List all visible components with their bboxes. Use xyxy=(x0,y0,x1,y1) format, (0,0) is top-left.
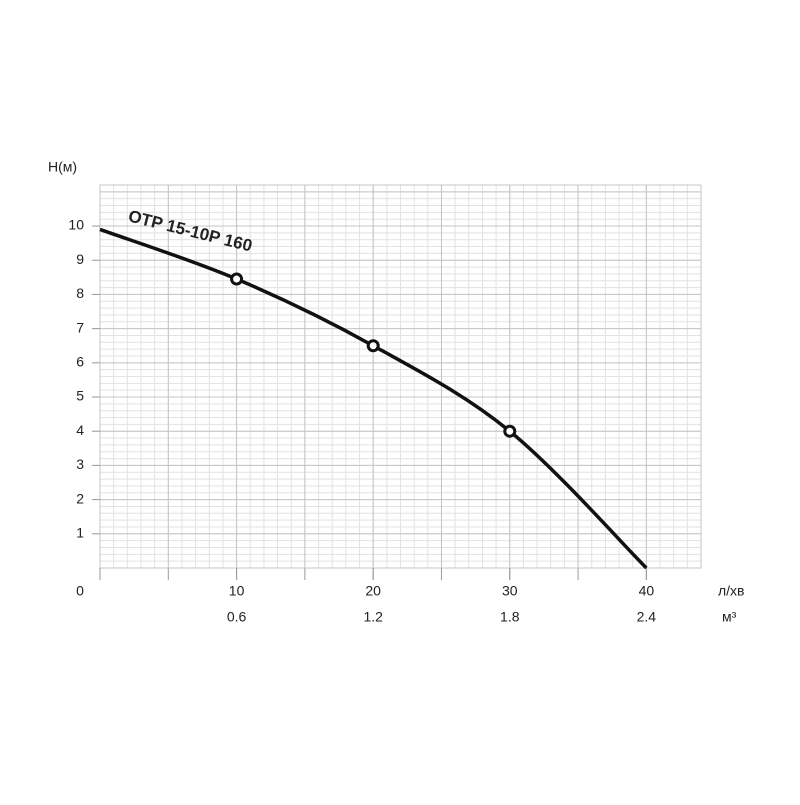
y-tick-label: 3 xyxy=(76,456,84,472)
y-tick-label: 1 xyxy=(76,525,84,541)
point xyxy=(503,424,517,438)
point xyxy=(366,339,380,353)
x2-tick-label: 0.6 xyxy=(227,609,247,625)
x2-axis-label: м³ xyxy=(722,609,737,625)
x-tick-label: 10 xyxy=(229,583,245,599)
y-tick-label: 7 xyxy=(76,319,84,335)
x2-tick-label: 2.4 xyxy=(637,609,657,625)
x-tick-label: 40 xyxy=(639,583,655,599)
x2-tick-label: 1.2 xyxy=(363,609,383,625)
y-tick-label: 10 xyxy=(68,217,84,233)
y-axis-label: H(м) xyxy=(48,159,77,175)
y-tick-label: 4 xyxy=(76,422,84,438)
y-tick-label: 9 xyxy=(76,251,84,267)
x-tick-label: 20 xyxy=(365,583,381,599)
x2-tick-label: 1.8 xyxy=(500,609,520,625)
plot-frame xyxy=(99,184,702,569)
y-tick-label: 6 xyxy=(76,354,84,370)
point xyxy=(230,272,244,286)
x-tick-label: 0 xyxy=(76,583,84,599)
y-tick-label: 2 xyxy=(76,490,84,506)
x-axis-label: л/хв xyxy=(718,583,745,599)
x-tick-label: 30 xyxy=(502,583,518,599)
series-label: OTP 15-10P 160 xyxy=(126,206,254,255)
y-tick-label: 8 xyxy=(76,285,84,301)
y-tick-label: 5 xyxy=(76,388,84,404)
